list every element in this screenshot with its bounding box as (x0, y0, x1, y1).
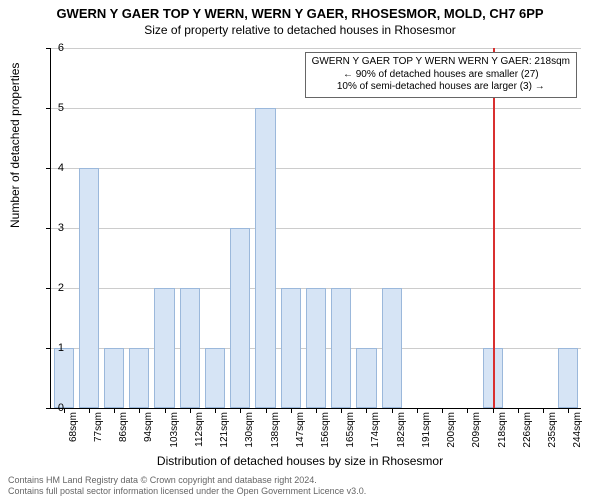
xtick-label: 182sqm (396, 412, 407, 448)
gridline (51, 48, 581, 49)
bar (281, 288, 301, 408)
gridline (51, 228, 581, 229)
xtick-label: 86sqm (118, 412, 129, 442)
annotation-line3: 10% of semi-detached houses are larger (… (312, 81, 570, 94)
xtick-mark (366, 408, 367, 413)
y-axis-label: Number of detached properties (8, 63, 22, 228)
xtick-label: 218sqm (497, 412, 508, 448)
x-axis-label: Distribution of detached houses by size … (0, 454, 600, 468)
page-title-line2: Size of property relative to detached ho… (0, 21, 600, 37)
xtick-mark (316, 408, 317, 413)
xtick-label: 94sqm (143, 412, 154, 442)
xtick-mark (442, 408, 443, 413)
xtick-mark (467, 408, 468, 413)
xtick-mark (518, 408, 519, 413)
bar (180, 288, 200, 408)
bar (154, 288, 174, 408)
xtick-label: 130sqm (244, 412, 255, 448)
annotation-line2: ← 90% of detached houses are smaller (27… (312, 69, 570, 82)
ytick-label: 3 (44, 222, 64, 234)
annotation-line1: GWERN Y GAER TOP Y WERN WERN Y GAER: 218… (312, 56, 570, 69)
xtick-mark (165, 408, 166, 413)
annotation-box: GWERN Y GAER TOP Y WERN WERN Y GAER: 218… (305, 52, 577, 98)
footer-line1: Contains HM Land Registry data © Crown c… (8, 475, 366, 486)
bar-chart: 68sqm77sqm86sqm94sqm103sqm112sqm121sqm13… (50, 48, 580, 408)
gridline (51, 108, 581, 109)
ytick-label: 4 (44, 162, 64, 174)
xtick-label: 68sqm (68, 412, 79, 442)
ytick-label: 0 (44, 402, 64, 414)
gridline (51, 168, 581, 169)
bar (331, 288, 351, 408)
bar (382, 288, 402, 408)
xtick-label: 200sqm (446, 412, 457, 448)
page-title-line1: GWERN Y GAER TOP Y WERN, WERN Y GAER, RH… (0, 0, 600, 21)
xtick-label: 147sqm (295, 412, 306, 448)
ytick-label: 2 (44, 282, 64, 294)
xtick-mark (89, 408, 90, 413)
bar (129, 348, 149, 408)
xtick-label: 226sqm (522, 412, 533, 448)
xtick-mark (215, 408, 216, 413)
bar (205, 348, 225, 408)
bar (255, 108, 275, 408)
ytick-label: 5 (44, 102, 64, 114)
xtick-label: 235sqm (547, 412, 558, 448)
xtick-mark (291, 408, 292, 413)
bar (230, 228, 250, 408)
xtick-mark (341, 408, 342, 413)
xtick-mark (266, 408, 267, 413)
footer-line2: Contains full postal sector information … (8, 486, 366, 497)
bar (356, 348, 376, 408)
xtick-label: 121sqm (219, 412, 230, 448)
ytick-label: 1 (44, 342, 64, 354)
xtick-mark (240, 408, 241, 413)
xtick-label: 138sqm (270, 412, 281, 448)
xtick-mark (114, 408, 115, 413)
xtick-label: 112sqm (194, 412, 205, 447)
xtick-label: 103sqm (169, 412, 180, 448)
bar (104, 348, 124, 408)
xtick-mark (139, 408, 140, 413)
bar (306, 288, 326, 408)
xtick-label: 209sqm (471, 412, 482, 448)
xtick-label: 244sqm (572, 412, 583, 448)
marker-line (493, 48, 495, 408)
xtick-mark (543, 408, 544, 413)
ytick-label: 6 (44, 42, 64, 54)
xtick-label: 156sqm (320, 412, 331, 448)
xtick-label: 191sqm (421, 412, 432, 448)
xtick-mark (190, 408, 191, 413)
xtick-label: 174sqm (370, 412, 381, 448)
xtick-mark (392, 408, 393, 413)
xtick-mark (493, 408, 494, 413)
bar (558, 348, 578, 408)
xtick-label: 77sqm (93, 412, 104, 442)
footer-attribution: Contains HM Land Registry data © Crown c… (8, 475, 366, 497)
xtick-mark (568, 408, 569, 413)
xtick-mark (417, 408, 418, 413)
bar (79, 168, 99, 408)
bar (54, 348, 74, 408)
plot-area: 68sqm77sqm86sqm94sqm103sqm112sqm121sqm13… (50, 48, 581, 409)
xtick-label: 165sqm (345, 412, 356, 448)
